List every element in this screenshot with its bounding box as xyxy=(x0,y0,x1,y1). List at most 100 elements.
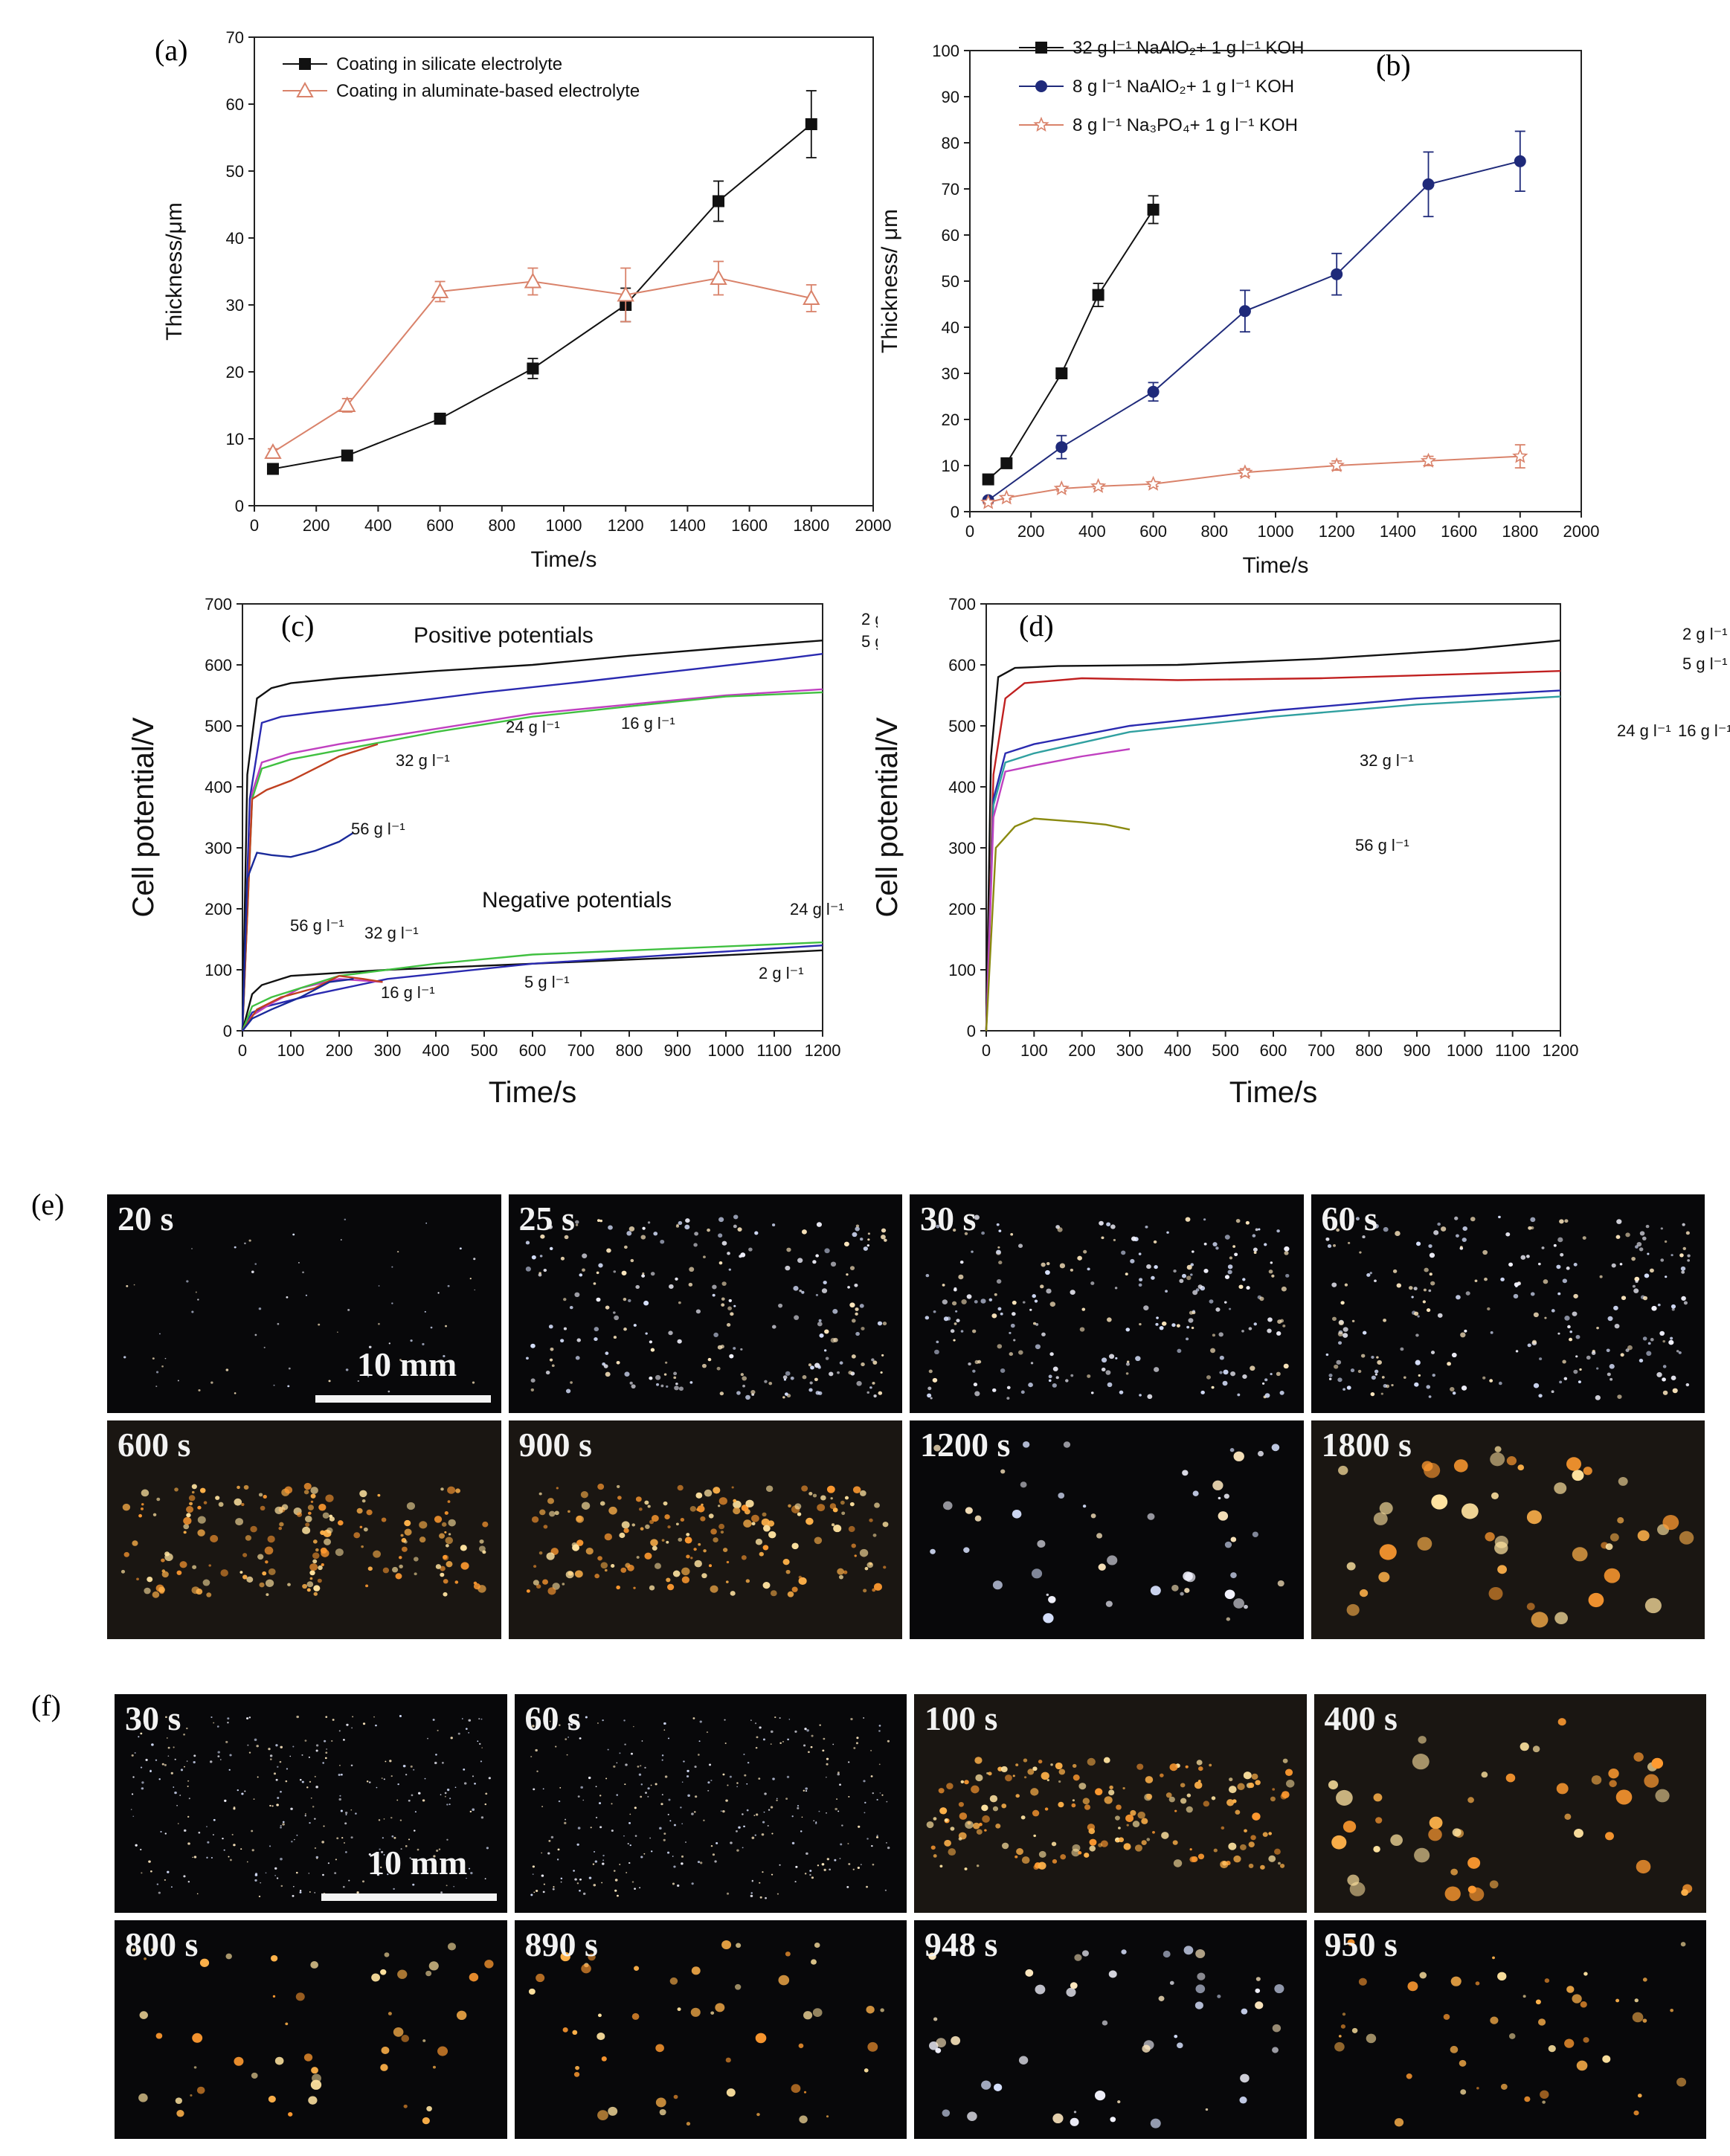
line-label: 56 g l⁻¹ xyxy=(1355,836,1409,855)
data-point xyxy=(266,463,279,475)
series-3 xyxy=(985,695,1561,1032)
y-tick-label: 70 xyxy=(942,180,959,199)
y-tick-label: 20 xyxy=(942,411,959,429)
x-axis-label: Time/s xyxy=(531,547,597,572)
x-tick-label: 1400 xyxy=(1380,522,1416,541)
x-tick-label: 100 xyxy=(277,1041,305,1060)
series-line xyxy=(985,748,1131,1032)
y-tick-label: 30 xyxy=(942,364,959,383)
data-point xyxy=(1000,457,1013,469)
photo-grid-e: 20 s 25 s 30 s 60 s 600 s 900 s 1200 s 1800 s xyxy=(107,1194,1705,1639)
y-tick-label: 60 xyxy=(942,226,959,245)
series-11 xyxy=(242,978,354,1032)
y-tick-label: 100 xyxy=(948,961,976,979)
legend-entry: 32 g l⁻¹ NaAlO₂+ 1 g l⁻¹ KOH xyxy=(1073,38,1304,58)
frame-time-label: 600 s xyxy=(118,1426,191,1464)
series-line xyxy=(241,640,823,1032)
y-tick-label: 10 xyxy=(942,457,959,475)
x-tick-label: 400 xyxy=(1164,1041,1192,1060)
plot-frame xyxy=(985,603,1561,1032)
chart-c: 0 100 200 300 400 500 600 700 800 900 1000 1100 1200… xyxy=(127,595,878,1109)
panel-label-a: (a) xyxy=(155,33,188,67)
photo-frame: 890 s xyxy=(514,1920,907,2139)
line-label: 24 g l⁻¹ xyxy=(790,900,844,918)
x-tick-label: 400 xyxy=(422,1041,450,1060)
x-tick-label: 900 xyxy=(1403,1041,1431,1060)
chart-d: 0 100 200 300 400 500 600 700 800 900 1000 1100 1200… xyxy=(871,595,1730,1109)
series-0 xyxy=(266,90,817,475)
frame-time-label: 1800 s xyxy=(1321,1426,1412,1464)
scale-label-f: 10 mm xyxy=(367,1844,468,1882)
series-line xyxy=(988,160,1521,501)
line-label: 5 g l⁻¹ xyxy=(524,973,570,991)
chart-b: 0 200 400 600 800 1000 1200 1400 1600 1800 2000 0 10… xyxy=(878,38,1599,578)
photo-frame: 600 s xyxy=(107,1420,501,1639)
scale-label-e: 10 mm xyxy=(357,1345,457,1383)
line-label: 2 g l⁻¹ xyxy=(1682,625,1728,643)
y-tick-label: 50 xyxy=(942,272,959,291)
x-tick-label: 800 xyxy=(1355,1041,1383,1060)
x-tick-label: 1600 xyxy=(731,516,768,535)
x-tick-label: 1000 xyxy=(708,1041,745,1060)
x-tick-label: 200 xyxy=(1068,1041,1096,1060)
spark-image xyxy=(1311,1420,1705,1639)
x-tick-label: 1000 xyxy=(546,516,582,535)
data-point xyxy=(998,489,1014,505)
data-point xyxy=(982,473,994,486)
series-line xyxy=(241,949,823,1032)
y-tick-label: 90 xyxy=(942,88,959,106)
spark-image xyxy=(508,1420,902,1639)
y-tick-label: 40 xyxy=(226,229,244,248)
frame-time-label: 890 s xyxy=(524,1925,598,1963)
legend-marker xyxy=(1035,42,1047,54)
y-tick-label: 200 xyxy=(948,900,976,918)
x-axis-label: Time/s xyxy=(1229,1076,1318,1109)
series-line xyxy=(242,978,354,1032)
x-tick-label: 1100 xyxy=(756,1041,791,1060)
photo-frame: 20 s xyxy=(107,1194,501,1413)
spark-image xyxy=(123,1218,483,1399)
photo-grid-f: 30 s 60 s 100 s 400 s 800 s 890 s 948 s 950 s xyxy=(115,1694,1706,2139)
series-9 xyxy=(241,941,823,1032)
series-2 xyxy=(241,688,823,1032)
series-1 xyxy=(985,670,1561,1032)
data-point xyxy=(524,272,542,289)
y-tick-label: 10 xyxy=(226,430,244,448)
line-label: 32 g l⁻¹ xyxy=(396,751,450,770)
photo-frame: 60 s xyxy=(514,1694,907,1913)
y-tick-label: 700 xyxy=(948,595,976,614)
series-line xyxy=(988,209,1154,480)
y-tick-label: 600 xyxy=(205,656,232,675)
series-10 xyxy=(242,974,383,1032)
chart-a: 0 200 400 600 800 1000 1200 1400 1600 1800 2000 0 10… xyxy=(162,28,891,572)
data-point xyxy=(805,118,817,130)
data-point xyxy=(431,282,449,298)
series-0 xyxy=(985,640,1561,1032)
photo-frame: 30 s xyxy=(115,1694,507,1913)
legend-entry: 8 g l⁻¹ NaAlO₂+ 1 g l⁻¹ KOH xyxy=(1073,77,1294,97)
y-tick-label: 600 xyxy=(948,656,976,675)
frame-time-label: 20 s xyxy=(118,1200,174,1238)
series-4 xyxy=(241,743,379,1032)
data-point xyxy=(617,286,634,302)
frame-time-label: 25 s xyxy=(518,1200,575,1238)
line-label: 16 g l⁻¹ xyxy=(621,714,675,733)
photo-frame: 948 s xyxy=(914,1920,1307,2139)
plot-frame xyxy=(254,36,874,506)
y-tick-label: 100 xyxy=(205,961,232,979)
series-line xyxy=(241,831,355,1032)
photo-frame: 900 s xyxy=(508,1420,902,1639)
line-label: 5 g l⁻¹ xyxy=(861,632,878,651)
series-line xyxy=(241,688,823,1032)
x-tick-label: 600 xyxy=(1139,522,1167,541)
data-point xyxy=(1420,452,1437,468)
spark-image xyxy=(925,1214,1290,1400)
y-tick-label: 400 xyxy=(205,778,232,797)
x-tick-label: 200 xyxy=(1017,522,1045,541)
panel-label-c: (c) xyxy=(281,609,315,643)
x-tick-label: 1800 xyxy=(1502,522,1538,541)
data-point xyxy=(434,413,446,425)
data-point xyxy=(1514,155,1526,167)
x-tick-label: 600 xyxy=(426,516,454,535)
legend-marker xyxy=(299,58,311,70)
